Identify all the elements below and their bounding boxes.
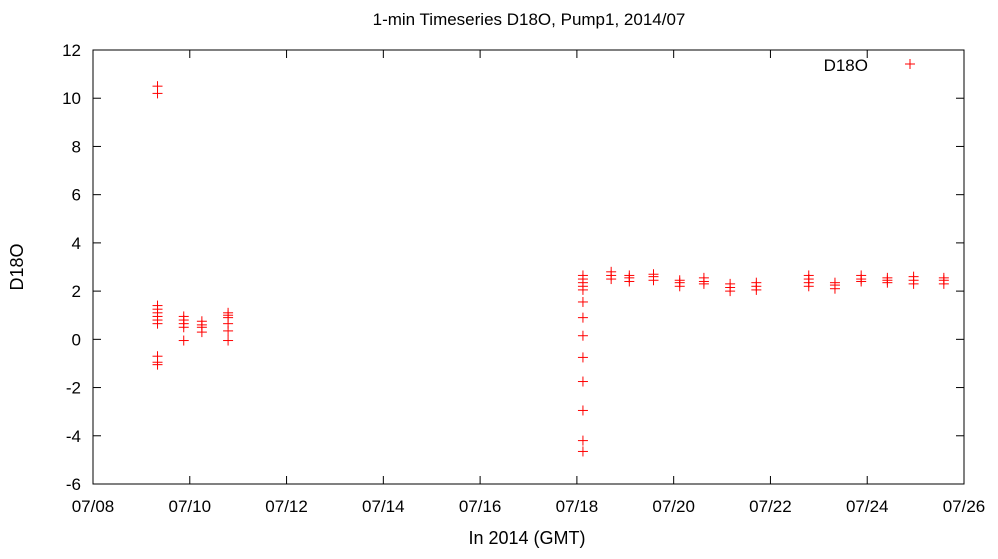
legend: D18O	[824, 56, 915, 75]
x-tick-label: 07/12	[265, 497, 308, 516]
data-point	[178, 335, 189, 346]
data-point	[856, 276, 867, 287]
y-tick-label: 4	[72, 234, 81, 253]
data-point	[803, 281, 814, 292]
y-tick-label: 0	[72, 330, 81, 349]
x-axis: 07/08 07/10 07/12 07/14 07/16 07/18 07/20 07/22…	[72, 50, 986, 516]
data-point	[577, 376, 588, 387]
x-tick-label: 07/18	[556, 497, 599, 516]
data-point	[577, 330, 588, 341]
data-point	[648, 275, 659, 286]
legend-label: D18O	[824, 56, 868, 75]
data-point	[577, 296, 588, 307]
data-point	[577, 435, 588, 446]
y-tick-label: 6	[72, 186, 81, 205]
y-tick-label: 10	[62, 89, 81, 108]
data-point	[152, 318, 163, 329]
data-point	[577, 352, 588, 363]
data-point	[152, 359, 163, 370]
data-point	[577, 284, 588, 295]
data-point	[577, 405, 588, 416]
x-tick-label: 07/08	[72, 497, 115, 516]
x-axis-title: In 2014 (GMT)	[468, 528, 585, 548]
data-point	[674, 281, 685, 292]
y-tick-label: 8	[72, 137, 81, 156]
y-axis-title: D18O	[7, 243, 27, 290]
data-point	[606, 274, 617, 285]
y-tick-label: 2	[72, 282, 81, 301]
x-tick-label: 07/24	[846, 497, 889, 516]
y-tick-label: -6	[66, 475, 81, 494]
data-points	[152, 81, 949, 457]
data-point	[938, 278, 949, 289]
x-tick-label: 07/14	[362, 497, 405, 516]
y-axis: -6 -4 -2 0 2 4 6 8 10 12	[62, 41, 964, 494]
y-tick-label: -2	[66, 379, 81, 398]
data-point	[624, 276, 635, 287]
data-point	[908, 278, 919, 289]
legend-marker	[905, 59, 915, 69]
data-point	[725, 286, 736, 297]
data-point	[223, 335, 234, 346]
legend-marker-symbol	[905, 59, 915, 69]
x-tick-label: 07/20	[652, 497, 695, 516]
y-tick-label: -4	[66, 427, 81, 446]
data-point	[751, 284, 762, 295]
x-tick-label: 07/26	[943, 497, 986, 516]
data-point	[196, 327, 207, 338]
data-point	[829, 283, 840, 294]
data-point	[882, 277, 893, 288]
plot-frame	[92, 49, 965, 485]
data-point	[152, 88, 163, 99]
data-point	[223, 325, 234, 336]
data-point	[577, 446, 588, 457]
chart-title: 1-min Timeseries D18O, Pump1, 2014/07	[373, 10, 686, 29]
y-tick-label: 12	[62, 41, 81, 60]
x-tick-label: 07/10	[169, 497, 212, 516]
x-tick-label: 07/16	[459, 497, 502, 516]
data-point	[698, 278, 709, 289]
data-point	[178, 322, 189, 333]
data-point	[577, 312, 588, 323]
x-tick-label: 07/22	[749, 497, 792, 516]
